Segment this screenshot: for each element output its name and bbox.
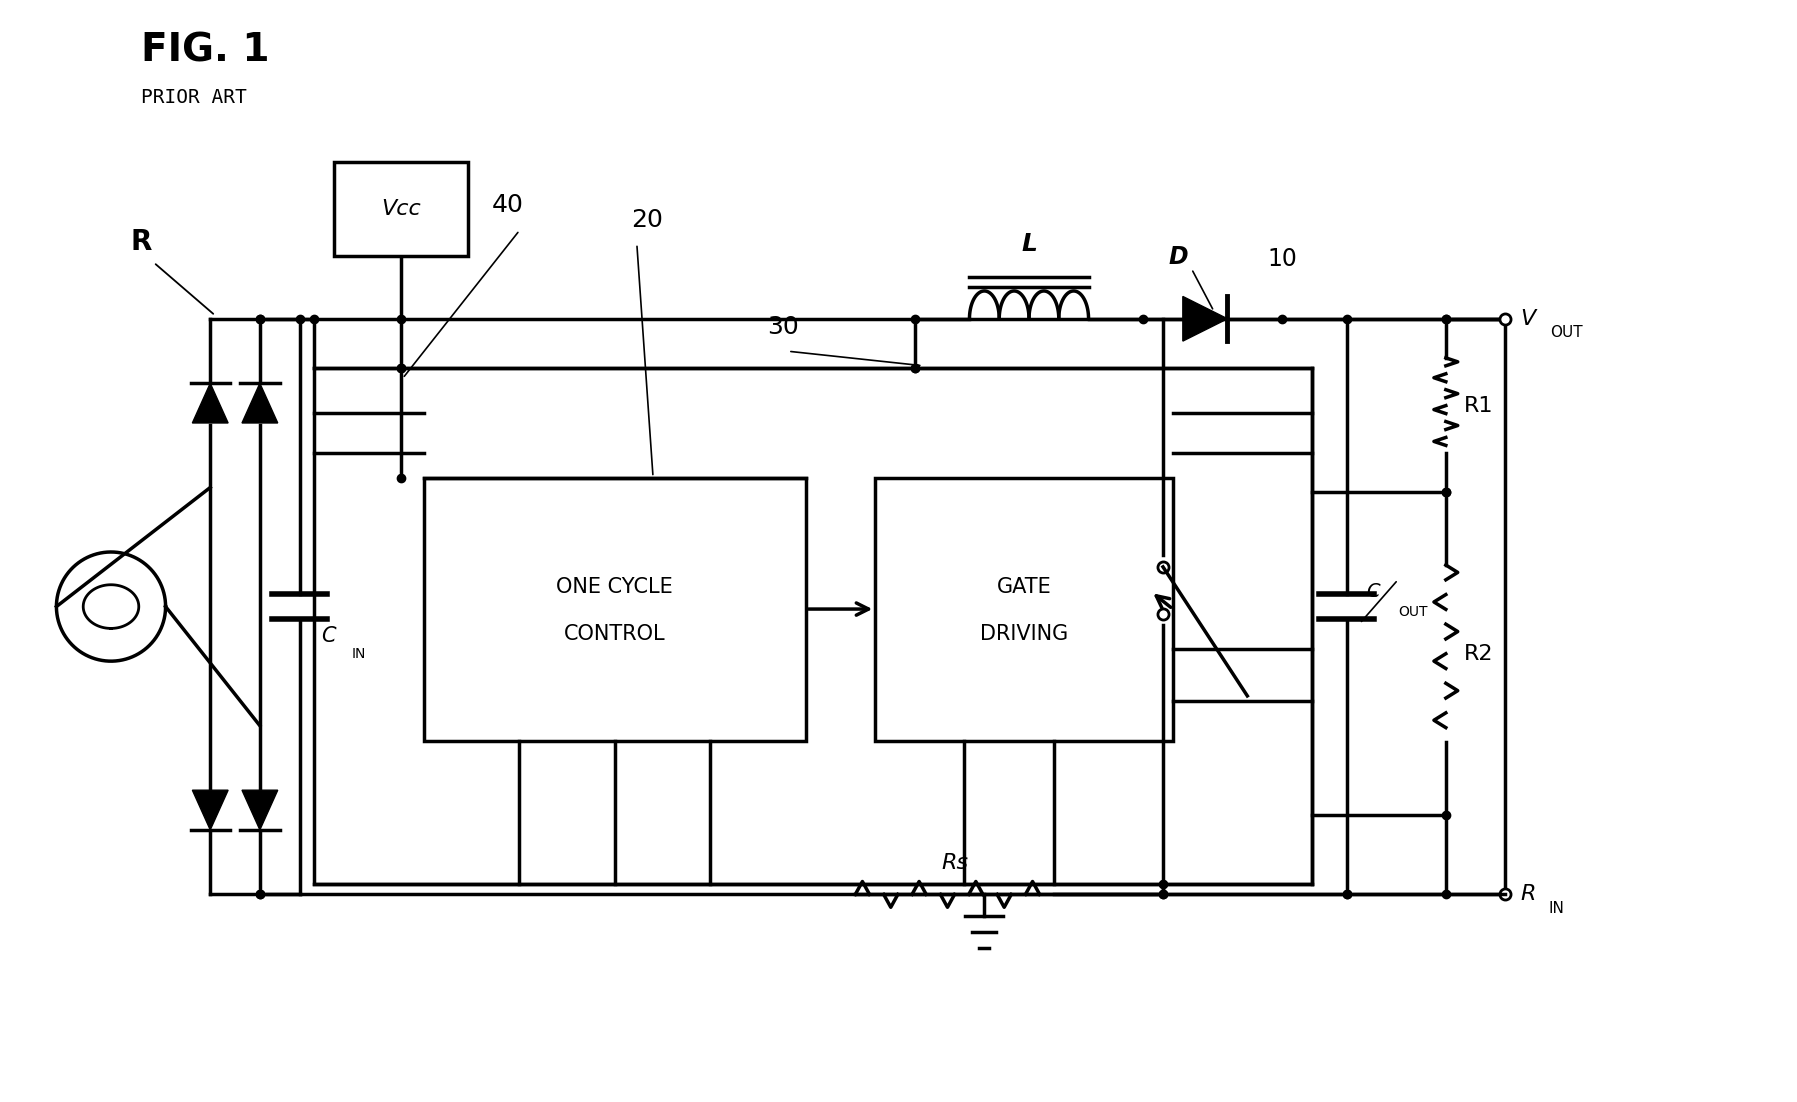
Text: R2: R2: [1465, 644, 1493, 663]
Polygon shape: [192, 383, 228, 423]
Bar: [424, 477, 805, 741]
Text: IN: IN: [1547, 900, 1563, 916]
Text: R1: R1: [1465, 396, 1493, 415]
Text: PRIOR ART: PRIOR ART: [140, 88, 246, 107]
Text: 20: 20: [631, 208, 663, 233]
Text: R: R: [129, 228, 151, 257]
Text: OUT: OUT: [1398, 605, 1427, 618]
Bar: [314, 368, 1312, 885]
Text: Vcc: Vcc: [381, 199, 420, 219]
Bar: [875, 477, 1173, 741]
Text: ONE CYCLE: ONE CYCLE: [557, 577, 674, 597]
Text: 10: 10: [1267, 247, 1297, 271]
Text: C: C: [322, 626, 336, 647]
Text: R: R: [1520, 885, 1536, 905]
Bar: [334, 162, 469, 257]
Text: C: C: [1366, 582, 1380, 602]
Polygon shape: [243, 790, 279, 830]
Text: DRIVING: DRIVING: [979, 624, 1067, 644]
Text: IN: IN: [350, 647, 365, 661]
Text: 40: 40: [492, 193, 525, 217]
Text: GATE: GATE: [997, 577, 1051, 597]
Polygon shape: [243, 383, 279, 423]
Polygon shape: [192, 790, 228, 830]
Text: 30: 30: [767, 314, 798, 338]
Text: L: L: [1021, 233, 1037, 257]
Text: Rs: Rs: [942, 853, 969, 873]
Text: V: V: [1520, 309, 1535, 328]
Text: FIG. 1: FIG. 1: [140, 32, 270, 69]
Text: CONTROL: CONTROL: [564, 624, 665, 644]
Polygon shape: [1182, 296, 1227, 342]
Text: OUT: OUT: [1551, 325, 1583, 341]
Text: D: D: [1168, 245, 1188, 269]
